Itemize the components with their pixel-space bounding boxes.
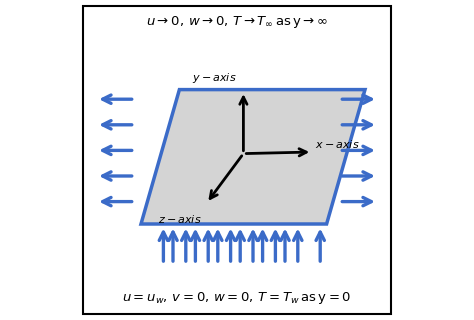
Text: $u = u_w,\, v = 0,\, w = 0,\, T = T_w\, \mathrm{as}\, \mathrm{y} = 0$: $u = u_w,\, v = 0,\, w = 0,\, T = T_w\, … [122,290,352,306]
Text: $z - axis$: $z - axis$ [158,213,202,225]
Text: $u \rightarrow 0,\, w \rightarrow 0,\, T \rightarrow T_{\infty}\, \mathrm{as}\, : $u \rightarrow 0,\, w \rightarrow 0,\, T… [146,14,328,30]
Text: $x - axis$: $x - axis$ [315,138,360,150]
Polygon shape [141,90,365,224]
Text: $y - axis$: $y - axis$ [192,71,237,85]
